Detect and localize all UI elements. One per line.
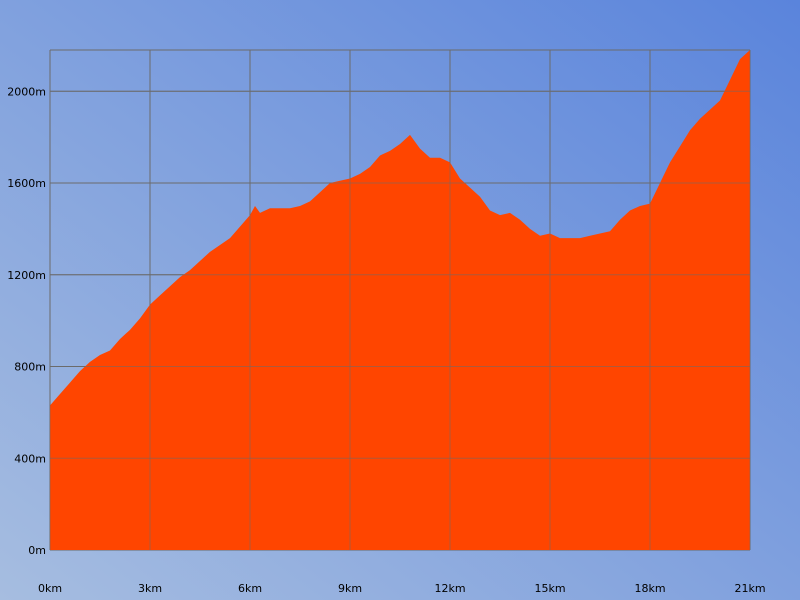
y-tick-label: 1600m <box>7 177 46 190</box>
y-tick-label: 2000m <box>7 85 46 98</box>
grid-overlay <box>49 50 751 550</box>
y-tick-label: 800m <box>14 361 46 374</box>
x-tick-label: 0km <box>38 582 62 595</box>
x-tick-label: 15km <box>534 582 565 595</box>
x-tick-label: 21km <box>734 582 765 595</box>
y-tick-label: 400m <box>14 452 46 465</box>
x-tick-label: 9km <box>338 582 362 595</box>
x-tick-label: 3km <box>138 582 162 595</box>
x-tick-label: 6km <box>238 582 262 595</box>
y-tick-label: 0m <box>28 544 46 557</box>
axes: 0m 400m 800m 1200m 1600m 2000m 0km 3km 6km 9km 12k… <box>7 85 765 595</box>
y-tick-label: 1200m <box>7 269 46 282</box>
plot-area <box>50 50 750 550</box>
x-tick-label: 18km <box>634 582 665 595</box>
x-tick-label: 12km <box>434 582 465 595</box>
elevation-area-series <box>50 50 750 550</box>
